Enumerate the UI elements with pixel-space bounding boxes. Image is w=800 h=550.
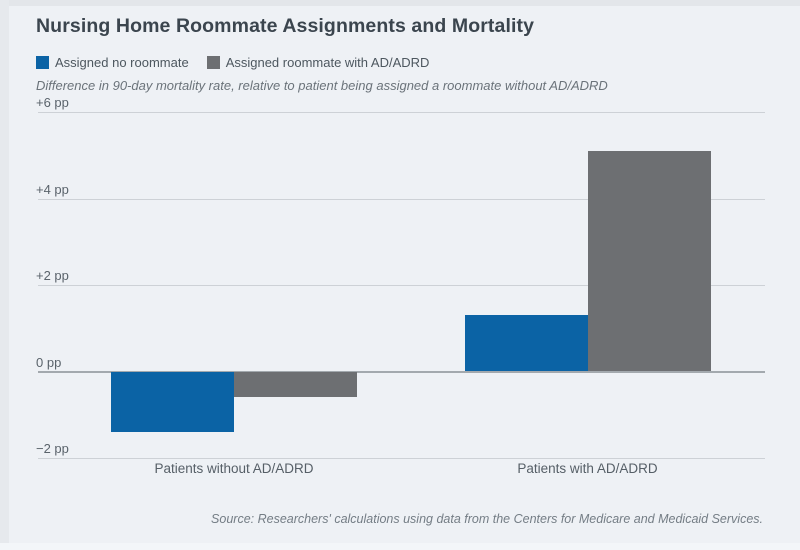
bar-roommate-adadrd-group1 [234, 371, 357, 398]
y-tick-label: +6 pp [36, 95, 69, 110]
legend-item-no-roommate: Assigned no roommate [36, 55, 189, 70]
gridline-y [38, 458, 765, 459]
y-tick-label: +4 pp [36, 181, 69, 197]
gridline-y [38, 285, 765, 286]
top-border [0, 0, 800, 6]
bar-no-roommate-group1 [111, 371, 234, 433]
y-tick-label: −2 pp [36, 441, 69, 456]
gridline-y [38, 112, 765, 113]
legend-swatch-blue [36, 56, 49, 69]
legend-label: Assigned roommate with AD/ADRD [225, 55, 430, 70]
legend-label: Assigned no roommate [55, 55, 189, 70]
chart-title: Nursing Home Roommate Assignments and Mo… [36, 15, 535, 37]
source-note: Source: Researchers' calculations using … [211, 512, 763, 526]
bar-roommate-adadrd-group2 [587, 150, 711, 372]
zero-baseline [38, 370, 765, 373]
bottom-border [0, 543, 800, 550]
legend-item-roommate-adadrd: Assigned roommate with AD/ADRD [206, 55, 430, 70]
x-category-label: Patients with AD/ADRD [517, 461, 658, 476]
axis-description: Difference in 90-day mortality rate, rel… [36, 78, 608, 93]
gridline-y [38, 198, 765, 200]
bar-no-roommate-group2 [464, 315, 588, 372]
x-category-label: Patients without AD/ADRD [154, 461, 314, 476]
legend-swatch-gray [206, 56, 220, 69]
y-tick-label: +2 pp [36, 268, 69, 283]
legend: Assigned no roommate Assigned roommate w… [36, 55, 429, 70]
left-border [0, 0, 9, 550]
y-tick-label: 0 pp [36, 354, 62, 370]
